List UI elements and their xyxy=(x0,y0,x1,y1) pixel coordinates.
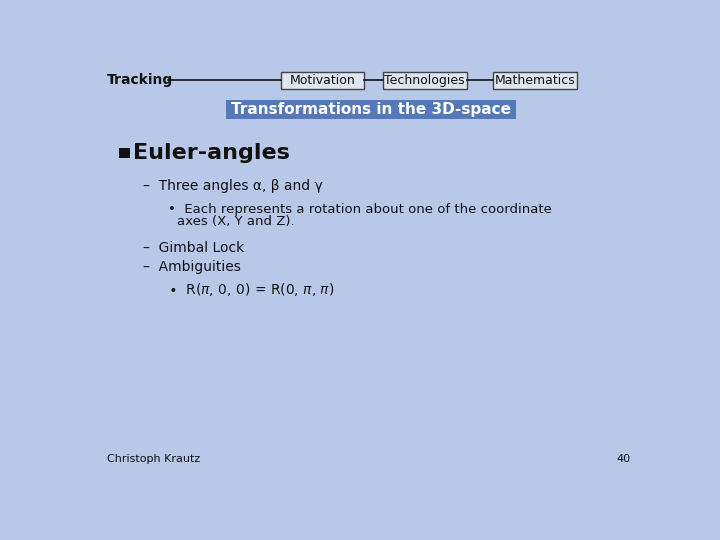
Text: Technologies: Technologies xyxy=(384,73,465,87)
FancyBboxPatch shape xyxy=(383,72,467,89)
Text: 40: 40 xyxy=(617,454,631,464)
Text: –  Three angles α, β and γ: – Three angles α, β and γ xyxy=(143,179,323,193)
Text: axes (X, Y and Z).: axes (X, Y and Z). xyxy=(177,215,294,228)
FancyBboxPatch shape xyxy=(225,100,516,119)
FancyBboxPatch shape xyxy=(120,148,130,158)
FancyBboxPatch shape xyxy=(281,72,364,89)
Text: –  Gimbal Lock: – Gimbal Lock xyxy=(143,241,244,255)
Text: Christoph Krautz: Christoph Krautz xyxy=(107,454,200,464)
Text: Mathematics: Mathematics xyxy=(495,73,575,87)
FancyBboxPatch shape xyxy=(493,72,577,89)
Text: •  Each represents a rotation about one of the coordinate: • Each represents a rotation about one o… xyxy=(168,203,552,216)
Text: Transformations in the 3D-space: Transformations in the 3D-space xyxy=(231,102,511,117)
Text: $\bullet$  R($\pi$, 0, 0) = R(0, $\pi$, $\pi$): $\bullet$ R($\pi$, 0, 0) = R(0, $\pi$, $… xyxy=(168,281,334,298)
Text: Motivation: Motivation xyxy=(289,73,356,87)
Text: –  Ambiguities: – Ambiguities xyxy=(143,260,240,274)
Text: Euler-angles: Euler-angles xyxy=(133,143,290,163)
Text: Tracking: Tracking xyxy=(107,73,174,87)
